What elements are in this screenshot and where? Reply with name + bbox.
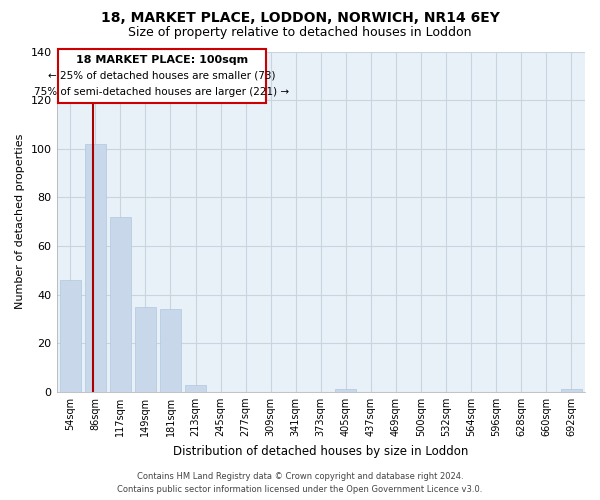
Bar [560, 390, 582, 392]
FancyBboxPatch shape [58, 49, 266, 102]
Text: 18, MARKET PLACE, LODDON, NORWICH, NR14 6EY: 18, MARKET PLACE, LODDON, NORWICH, NR14 … [101, 11, 499, 25]
Bar [185, 384, 206, 392]
Bar [160, 309, 181, 392]
Y-axis label: Number of detached properties: Number of detached properties [15, 134, 25, 310]
Text: ← 25% of detached houses are smaller (73): ← 25% of detached houses are smaller (73… [48, 71, 275, 81]
Bar [110, 217, 131, 392]
Text: Contains HM Land Registry data © Crown copyright and database right 2024.
Contai: Contains HM Land Registry data © Crown c… [118, 472, 482, 494]
Bar [85, 144, 106, 392]
Text: Size of property relative to detached houses in Loddon: Size of property relative to detached ho… [128, 26, 472, 39]
Text: 18 MARKET PLACE: 100sqm: 18 MARKET PLACE: 100sqm [76, 55, 248, 65]
Bar [59, 280, 81, 392]
Text: 75% of semi-detached houses are larger (221) →: 75% of semi-detached houses are larger (… [34, 86, 289, 97]
X-axis label: Distribution of detached houses by size in Loddon: Distribution of detached houses by size … [173, 444, 469, 458]
Bar [135, 306, 156, 392]
Bar [335, 390, 356, 392]
